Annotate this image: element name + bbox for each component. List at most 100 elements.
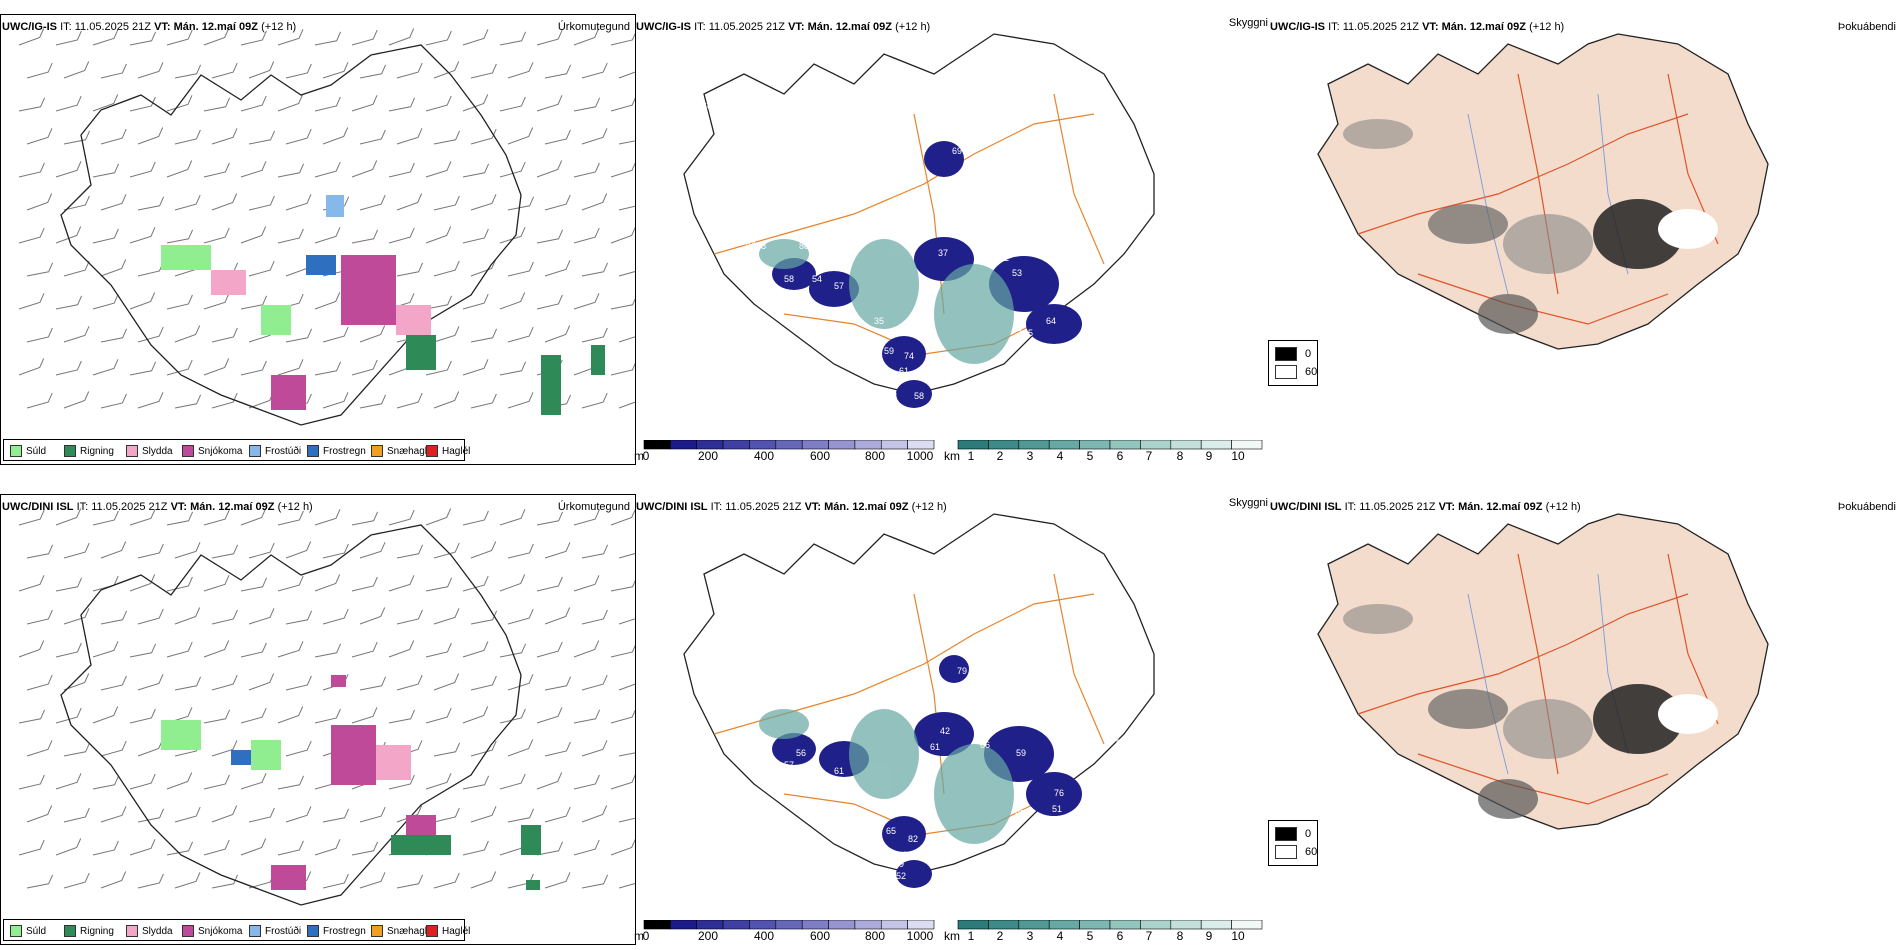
point-label: 42 bbox=[959, 226, 969, 236]
colorbar-swatch bbox=[1109, 440, 1141, 450]
ceiling-colorbar: m 0 200 400 600 800 1000 bbox=[634, 920, 939, 943]
wind-barb bbox=[166, 359, 193, 376]
wind-barb bbox=[240, 161, 267, 178]
wind-barb bbox=[499, 574, 526, 592]
wind-barb bbox=[55, 577, 83, 592]
colorbar-swatch bbox=[1048, 440, 1080, 450]
colorbar-swatch bbox=[722, 440, 750, 450]
wind-barb bbox=[351, 511, 379, 526]
wind-barb bbox=[388, 28, 415, 46]
wind-barb bbox=[63, 195, 90, 211]
wind-barb bbox=[618, 817, 635, 823]
wind-barb bbox=[100, 259, 127, 277]
wind-barb bbox=[26, 327, 53, 343]
wind-barb bbox=[544, 260, 571, 277]
wind-barb bbox=[203, 28, 230, 46]
wind-barb bbox=[55, 161, 82, 178]
wind-barb bbox=[92, 840, 119, 856]
point-label: 892 bbox=[918, 769, 933, 779]
colorbar-swatch bbox=[1140, 920, 1172, 930]
wind-barb bbox=[174, 806, 201, 823]
wind-barb bbox=[322, 608, 349, 625]
vis-tick: 10 bbox=[1231, 929, 1245, 943]
vis-tick: 8 bbox=[1176, 449, 1184, 463]
fog-title: Þokuábendi bbox=[1837, 21, 1896, 33]
wind-barb bbox=[174, 129, 201, 145]
wind-barb bbox=[137, 739, 164, 757]
wind-barb bbox=[536, 772, 563, 790]
wind-barb bbox=[63, 872, 90, 889]
point-label: 51 bbox=[1052, 804, 1062, 814]
wind-barb bbox=[544, 872, 571, 889]
wind-barb bbox=[618, 683, 635, 691]
vis-unit: km bbox=[944, 929, 960, 943]
wind-barb bbox=[351, 707, 378, 724]
wind-barb bbox=[544, 542, 571, 559]
wind-barb bbox=[462, 228, 489, 244]
colorbar-swatch bbox=[988, 440, 1020, 450]
cloud-panel: 68 73 84 88 69 81 74 88 37 44 22 72 53 58 64 54 57 35 105 5… bbox=[634, 14, 1268, 464]
wind-barb bbox=[211, 128, 238, 145]
colorbar-swatch bbox=[696, 440, 724, 450]
cloud-header: UWC/IG-IS IT: 11.05.2025 21Z VT: Mán. 12… bbox=[636, 21, 931, 33]
point-label: 58 bbox=[784, 274, 794, 284]
wind-barb bbox=[100, 63, 127, 79]
wind-barb bbox=[388, 227, 415, 244]
wind-barb bbox=[433, 326, 460, 343]
wind-barb bbox=[203, 509, 230, 526]
precip-panel: Súld Rigning Slydda Snjókoma Frostúði Fr… bbox=[0, 14, 636, 465]
wind-barb bbox=[26, 262, 54, 277]
wind-barb bbox=[470, 63, 497, 79]
wind-barb bbox=[203, 227, 230, 244]
wind-barb bbox=[581, 740, 608, 757]
colorbar-swatch bbox=[1231, 440, 1263, 450]
wind-barb bbox=[92, 775, 120, 790]
colorbar-swatch bbox=[828, 440, 856, 450]
wind-barb bbox=[174, 194, 201, 211]
wind-barb bbox=[63, 260, 90, 277]
colorbar-swatch bbox=[643, 920, 671, 930]
wind-barb bbox=[314, 292, 341, 310]
legend-item: Frostúði bbox=[249, 445, 301, 457]
wind-barb bbox=[351, 95, 378, 112]
vis-colorbar-swatches bbox=[957, 920, 1263, 930]
wind-barb bbox=[536, 576, 563, 592]
wind-barb bbox=[55, 642, 82, 658]
wind-barb bbox=[322, 392, 349, 409]
vis-tick: 3 bbox=[1026, 449, 1034, 463]
wind-barb bbox=[18, 709, 46, 724]
wind-barb bbox=[166, 95, 193, 112]
point-label: 89 bbox=[1116, 738, 1126, 748]
wind-barb bbox=[462, 293, 489, 310]
wind-barb bbox=[425, 773, 452, 790]
wind-barb bbox=[18, 839, 45, 856]
colorbar-swatch bbox=[907, 440, 935, 450]
precip-areas bbox=[161, 195, 605, 415]
wind-barb bbox=[63, 391, 90, 409]
wind-barb bbox=[137, 261, 164, 277]
wind-barb bbox=[240, 30, 267, 46]
wind-barb bbox=[240, 95, 267, 112]
wind-barb bbox=[314, 708, 341, 724]
wind-barb bbox=[544, 741, 571, 757]
colorbar-swatch bbox=[1200, 440, 1232, 450]
wind-barb bbox=[610, 709, 635, 724]
wind-barb bbox=[470, 259, 497, 277]
wind-barb bbox=[92, 359, 119, 376]
wind-barb bbox=[55, 838, 82, 856]
wind-barb bbox=[63, 608, 90, 625]
wind-barb bbox=[507, 808, 535, 823]
wind-barb bbox=[314, 839, 341, 856]
wind-barb bbox=[174, 394, 202, 409]
wind-barb bbox=[507, 739, 534, 757]
wind-barb bbox=[581, 609, 608, 625]
point-label: 65 bbox=[886, 826, 896, 836]
precip-panel: Súld Rigning Slydda Snjókoma Frostúði Fr… bbox=[0, 494, 636, 945]
wind-barb bbox=[507, 608, 534, 625]
wind-barb bbox=[610, 774, 635, 790]
wind-barb bbox=[63, 326, 90, 343]
wind-barb bbox=[285, 328, 313, 343]
wind-barb bbox=[314, 96, 341, 112]
